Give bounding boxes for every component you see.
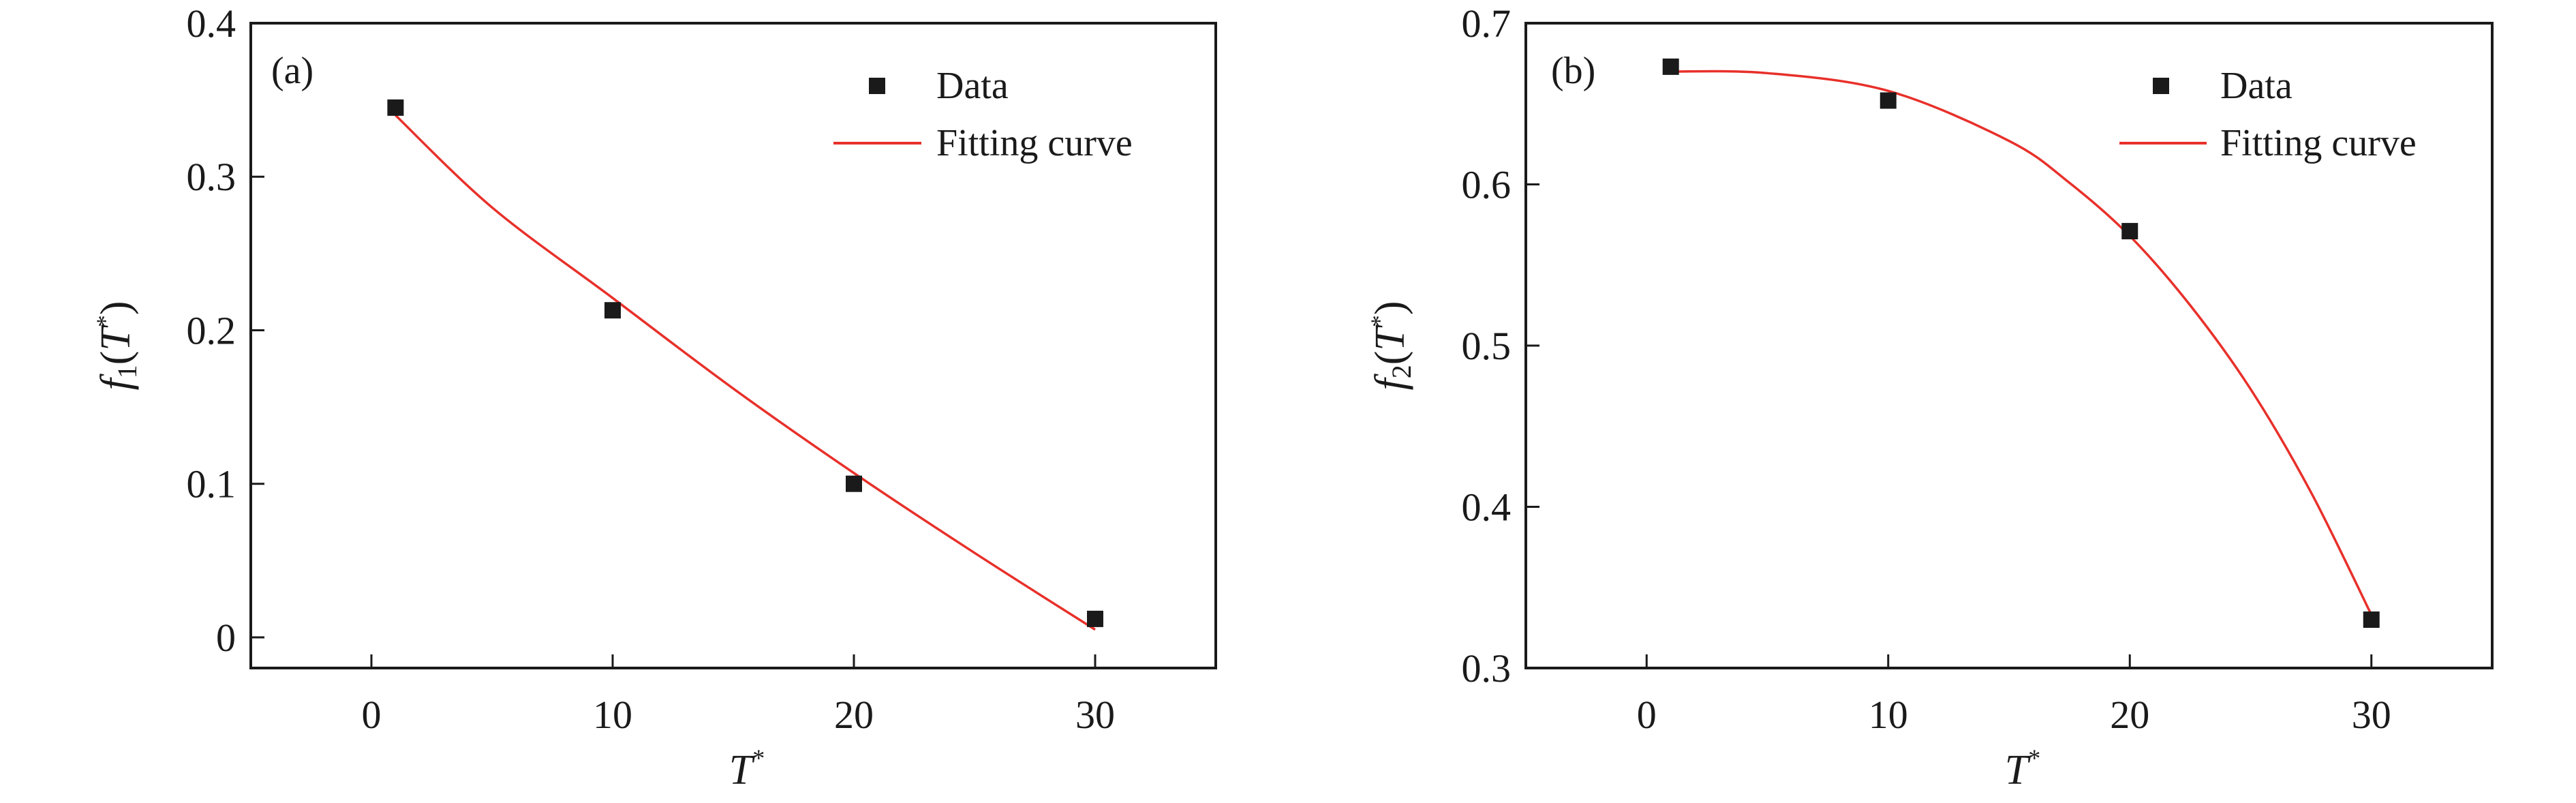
legend-label: Data: [936, 65, 1009, 107]
legend-marker-swatch: [869, 78, 885, 94]
data-point: [1087, 610, 1103, 627]
y-tick-label: 0.1: [187, 462, 236, 506]
panel-label: (a): [271, 50, 313, 92]
plot-frame: [249, 22, 1217, 669]
x-tick-label: 20: [2110, 693, 2149, 737]
x-tick-label: 0: [362, 693, 382, 737]
data-point: [2363, 611, 2380, 628]
y-tick-label: 0: [216, 616, 236, 660]
x-tick-label: 0: [1637, 693, 1657, 737]
x-tick-label: 30: [2352, 693, 2391, 737]
chart-panel-b: 0 10 20 30 0.3 0.4 0.5 0.6 0.7 T* f2(T*) (b) Fitting…: [1366, 1, 2494, 793]
y-tick-label: 0.4: [187, 1, 236, 46]
y-tick-label: 0.5: [1462, 324, 1512, 368]
panel-label: (b): [1551, 50, 1595, 92]
x-axis-label: T*: [2005, 744, 2040, 793]
y-axis-label: f2(T*): [1366, 301, 1417, 390]
legend-label: Fitting curve: [2220, 122, 2417, 164]
fitting-curve-line: [395, 114, 1096, 631]
data-point: [846, 475, 862, 492]
y-tick-label: 0.3: [1462, 646, 1512, 691]
data-point: [1662, 58, 1679, 75]
x-tick-label: 20: [834, 693, 874, 737]
y-tick-label: 0.6: [1462, 163, 1512, 207]
data-point: [604, 302, 621, 319]
data-point: [1880, 92, 1897, 109]
x-tick-label: 30: [1075, 693, 1115, 737]
chart-panel-a: 0 10 20 30 0 0.1 0.2 0.3 0.4 T* f1(T*) (a) Fitting c…: [91, 1, 1217, 793]
data-point: [387, 99, 404, 116]
y-tick-label: 0.4: [1462, 485, 1512, 530]
x-tick-label: 10: [593, 693, 632, 737]
x-tick-label: 10: [1869, 693, 1908, 737]
y-tick-label: 0.3: [187, 155, 236, 199]
x-axis-label: T*: [729, 744, 765, 793]
legend-label: Data: [2220, 65, 2293, 107]
legend-label: Fitting curve: [936, 122, 1133, 164]
data-point: [2121, 223, 2138, 240]
legend-marker-swatch: [2153, 78, 2169, 94]
y-tick-label: 0.2: [187, 308, 236, 352]
y-axis-label: f1(T*): [91, 301, 142, 390]
plot-frame: [1524, 22, 2494, 669]
y-tick-label: 0.7: [1462, 1, 1512, 46]
fitting-curve-line: [1670, 70, 2373, 616]
